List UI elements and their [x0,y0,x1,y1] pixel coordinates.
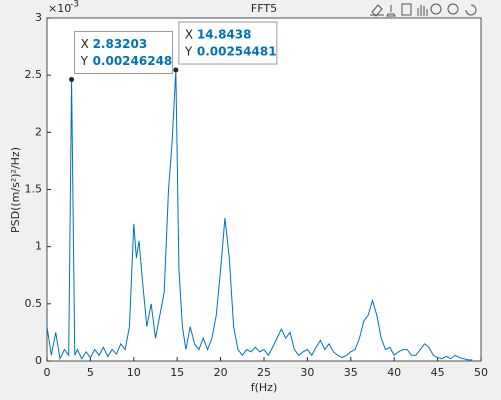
x-tick-label: 35 [344,366,358,379]
y-tick-label: 0.5 [25,297,43,310]
x-tick-label: 50 [474,366,488,379]
datatip: X 14.8438 Y 0.00254481 [173,21,278,73]
data-line [46,70,473,361]
tool-zoom-out[interactable] [447,3,459,15]
datatip-y-value: 0.00254481 [197,45,277,59]
datatip-y-value: 0.00246248 [93,54,173,68]
x-axis-label: f(Hz) [251,381,278,394]
datatip-y-name: Y [80,54,89,68]
x-tick-label: 40 [387,366,401,379]
datatip-box [74,30,174,74]
datatip-x-name: X [185,28,193,42]
tool-pan[interactable] [417,5,428,16]
x-tick-label: 0 [44,366,51,379]
x-tick-label: 15 [170,366,184,379]
datatip: X 2.83203 Y 0.00246248 [69,30,174,82]
y-tick-label: 2.5 [25,68,43,81]
datatip-x-name: X [81,37,89,51]
datatip-y-name: Y [184,45,193,59]
datatip-x-value: 14.8438 [197,28,252,42]
x-tick-label: 20 [214,366,228,379]
y-tick-label: 3 [35,11,42,24]
datatip-marker [69,76,75,82]
tool-brush2[interactable] [386,5,396,17]
datatip-marker [173,67,179,73]
y-axis-label: PSD((m/s²)²/Hz) [9,147,22,233]
tool-datatip[interactable] [401,3,412,16]
tool-zoom-in[interactable] [430,3,442,15]
x-tick-label: 45 [431,366,445,379]
x-tick-label: 25 [257,366,271,379]
y-exponent-power: -3 [70,0,79,10]
datatip-box [178,21,278,65]
x-tick-label: 5 [87,366,94,379]
axes [46,17,482,362]
x-tick-label: 30 [300,366,314,379]
tool-home[interactable] [465,4,477,16]
y-tick-label: 1.5 [25,183,43,196]
toolbar[interactable] [370,3,477,17]
y-tick-label: 0 [35,354,42,367]
x-tick-label: 10 [127,366,141,379]
y-tick-label: 1 [35,240,42,253]
y-exponent-base: ×10 [48,2,71,15]
tool-brush[interactable] [370,4,384,17]
y-tick-label: 2 [35,125,42,138]
chart-title: FFT5 [251,2,277,15]
datatip-x-value: 2.83203 [93,37,148,51]
